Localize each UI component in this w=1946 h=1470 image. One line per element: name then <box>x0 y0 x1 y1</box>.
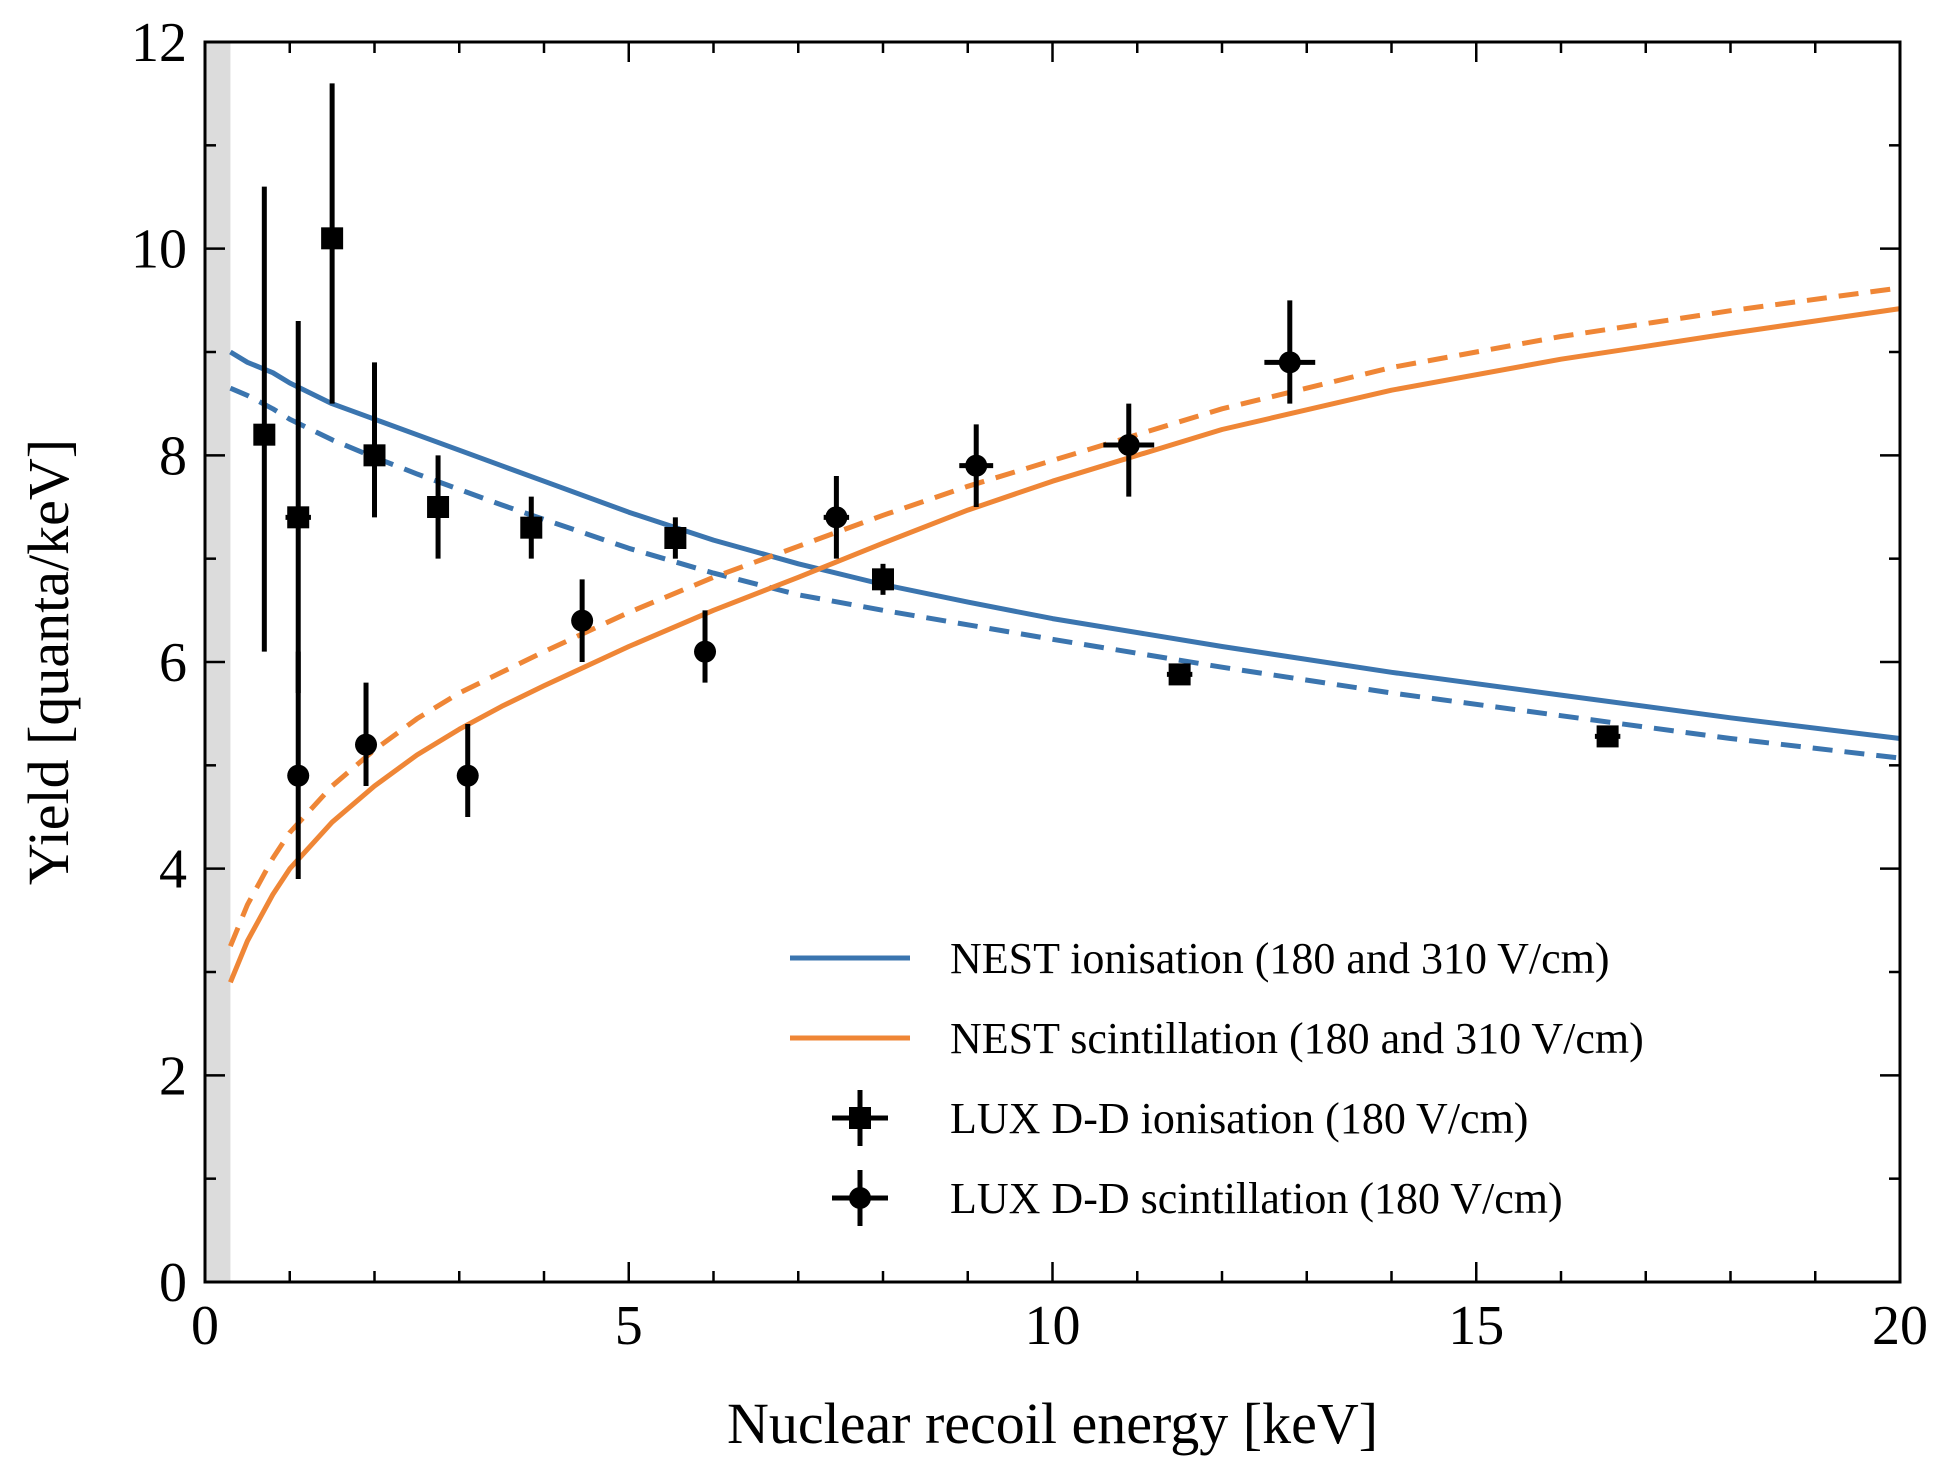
data-point-square <box>872 568 894 591</box>
y-axis-title: Yield [quanta/keV] <box>16 439 81 885</box>
data-point-circle <box>456 764 479 787</box>
x-axis-title: Nuclear recoil energy [keV] <box>727 1391 1378 1456</box>
data-points <box>253 83 1621 879</box>
x-tick-label: 15 <box>1448 1295 1504 1357</box>
y-tick-label: 2 <box>159 1045 187 1107</box>
series-line <box>228 306 1901 984</box>
legend-label: LUX D-D scintillation (180 V/cm) <box>950 1174 1563 1223</box>
x-tick-label: 0 <box>191 1295 219 1357</box>
data-point-circle <box>355 733 378 756</box>
data-point-square <box>1596 725 1619 748</box>
x-tick-label: 20 <box>1872 1295 1928 1357</box>
x-tick-labels: 0 5 10 15 20 <box>191 1295 1928 1357</box>
legend-label: NEST ionisation (180 and 310 V/cm) <box>950 934 1610 983</box>
data-point-square <box>427 496 450 518</box>
data-point-square <box>287 506 310 529</box>
data-point-circle <box>1278 351 1301 374</box>
data-point-circle <box>1117 434 1140 456</box>
data-point-circle <box>825 506 848 529</box>
data-point-square <box>363 444 386 467</box>
y-tick-label: 12 <box>131 12 187 74</box>
data-point-square <box>520 516 543 539</box>
data-point-circle <box>694 640 717 663</box>
data-point-circle <box>965 454 988 477</box>
legend-label: LUX D-D ionisation (180 V/cm) <box>950 1094 1528 1143</box>
y-tick-label: 4 <box>159 839 187 901</box>
legend: NEST ionisation (180 and 310 V/cm) NEST s… <box>790 934 1644 1226</box>
data-point-square <box>321 227 344 250</box>
y-tick-labels: 0 2 4 6 8 10 12 <box>131 12 187 1314</box>
data-point-circle <box>287 764 310 787</box>
y-tick-label: 6 <box>159 632 187 694</box>
series-lines <box>228 285 1901 984</box>
legend-label: NEST scintillation (180 and 310 V/cm) <box>950 1014 1644 1063</box>
series-line-dashed <box>228 285 1901 948</box>
y-tick-label: 8 <box>159 425 187 487</box>
data-point-square <box>664 527 687 549</box>
y-tick-label: 10 <box>131 219 187 281</box>
x-tick-label: 10 <box>1025 1295 1081 1357</box>
series-line-dashed <box>229 385 1901 761</box>
legend-marker-circle <box>849 1187 871 1209</box>
series-line <box>229 349 1901 741</box>
y-tick-label: 0 <box>159 1252 187 1314</box>
legend-marker-square <box>849 1107 871 1129</box>
data-point-square <box>1168 663 1191 686</box>
x-tick-label: 5 <box>615 1295 643 1357</box>
axis-ticks <box>203 40 1902 1284</box>
data-point-circle <box>571 609 594 632</box>
data-point-square <box>253 423 276 446</box>
